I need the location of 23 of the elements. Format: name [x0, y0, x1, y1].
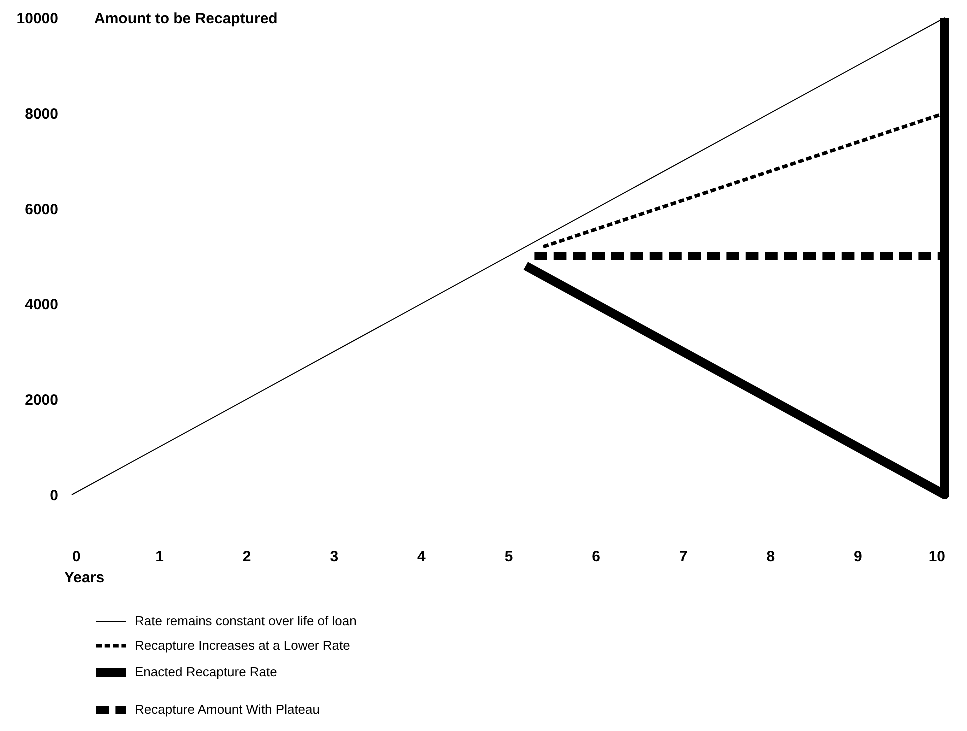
x-tick-label: 1 — [156, 548, 164, 566]
x-tick-label: 6 — [592, 548, 600, 566]
legend-label: Recapture Amount With Plateau — [135, 702, 320, 717]
x-tick-label: 0 — [72, 548, 81, 566]
y-tick-label: 0 — [50, 488, 58, 504]
legend-label: Recapture Increases at a Lower Rate — [135, 638, 350, 653]
x-tick-label: 5 — [504, 548, 514, 566]
x-tick-label: 2 — [242, 548, 252, 566]
x-tick-label: 8 — [766, 548, 776, 566]
x-tick-label: 9 — [854, 548, 862, 566]
y-tick-label: 6000 — [25, 201, 58, 218]
y-tick-label: 8000 — [25, 106, 58, 123]
x-tick-label: 4 — [418, 548, 427, 566]
x-tick-label: 7 — [679, 548, 688, 566]
y-axis-title: Amount to be Recaptured — [94, 10, 278, 28]
legend-label: Rate remains constant over life of loan — [135, 614, 357, 628]
x-tick-label: 3 — [330, 548, 339, 566]
y-tick-label: 2000 — [25, 392, 58, 410]
y-tick-label: 10000 — [16, 10, 58, 28]
legend-label: Enacted Recapture Rate — [135, 664, 278, 680]
x-axis-title: Years — [64, 570, 105, 586]
y-tick-label: 4000 — [25, 296, 58, 314]
x-tick-label: 10 — [928, 548, 946, 566]
